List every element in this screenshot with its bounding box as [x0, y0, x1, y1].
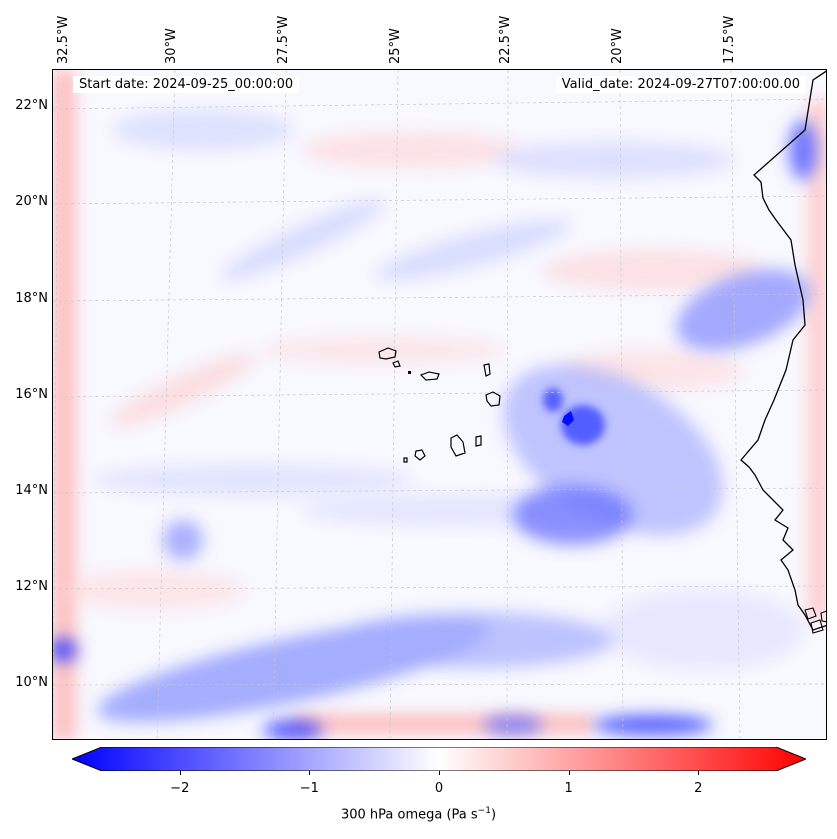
latitude-label: 14°N	[15, 483, 48, 498]
longitude-label: 30°W	[164, 28, 179, 64]
latitude-label: 12°N	[15, 579, 48, 594]
longitude-label: 22.5°W	[498, 15, 513, 64]
island-boa-vista	[485, 391, 501, 407]
island-sao-vicente	[392, 360, 401, 368]
colorbar	[72, 747, 806, 771]
map-panel: Start date: 2024-09-25_00:00:00 Valid_da…	[52, 69, 827, 740]
colorbar-tick-mark	[698, 771, 700, 775]
colorbar-tick-mark	[568, 771, 570, 775]
island-sal	[483, 363, 491, 377]
colorbar-tick-label: −1	[299, 781, 319, 796]
island-brava	[403, 457, 408, 463]
colorbar-tick-label: 1	[564, 781, 573, 796]
longitude-label: 32.5°W	[56, 15, 71, 64]
start-date-label: Start date: 2024-09-25_00:00:00	[73, 76, 300, 93]
island-santiago	[450, 434, 466, 457]
longitude-label: 20°W	[610, 28, 625, 64]
latitude-label: 22°N	[15, 98, 48, 113]
island-fogo	[414, 449, 426, 461]
island-sao-nicolau	[419, 371, 440, 381]
colorbar-tick-mark	[439, 771, 440, 775]
latitude-label: 16°N	[15, 387, 48, 402]
africa-coastline	[740, 70, 826, 631]
latitude-label: 18°N	[15, 291, 48, 306]
colorbar-label: 300 hPa omega (Pa s−1)	[340, 806, 497, 823]
colorbar-tick-label: 0	[434, 781, 444, 796]
colorbar-tick-label: 2	[694, 781, 703, 796]
colorbar-tick-mark	[179, 771, 181, 775]
valid-date-label: Valid_date: 2024-09-27T07:00:00.00	[555, 76, 806, 93]
island-santo-antao	[378, 347, 397, 360]
colorbar-tick-label: −2	[170, 781, 190, 796]
longitude-label: 17.5°W	[722, 15, 737, 64]
colorbar-tick-mark	[309, 771, 311, 775]
latitude-label: 10°N	[15, 675, 48, 690]
island-maio	[475, 435, 482, 447]
longitude-label: 27.5°W	[276, 15, 291, 64]
omega-field-map	[53, 70, 826, 739]
latitude-label: 20°N	[15, 194, 48, 209]
longitude-label: 25°W	[388, 28, 403, 64]
